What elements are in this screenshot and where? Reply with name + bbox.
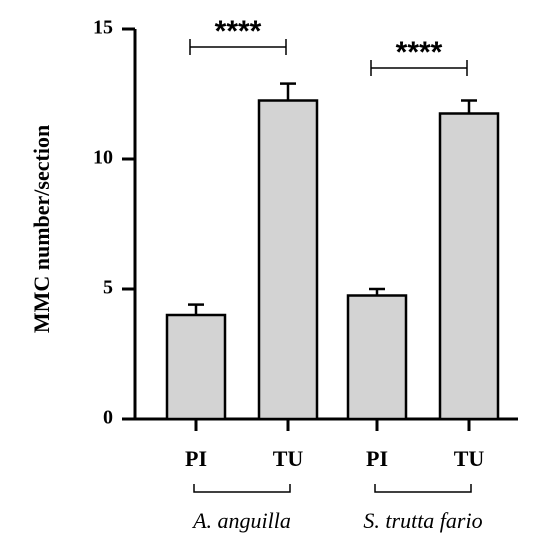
significance-bracket (370, 60, 468, 76)
group-label: A. anguilla (191, 508, 291, 533)
significance-brackets: **** **** (189, 15, 468, 76)
x-category-label: TU (273, 446, 304, 471)
bar (165, 313, 227, 421)
x-category-label: PI (366, 446, 388, 471)
y-tick-label: 5 (103, 277, 113, 299)
y-tick-label: 0 (103, 407, 113, 429)
significance-bracket (189, 39, 287, 55)
group-bracket (193, 484, 291, 493)
bar (346, 294, 408, 421)
x-category-label: TU (454, 446, 485, 471)
group-label: S. trutta fario (363, 508, 482, 533)
y-tick-label: 15 (93, 17, 113, 39)
group-bracket (374, 484, 472, 493)
x-category-label: PI (185, 446, 207, 471)
category-labels: PI TU PI TU A. anguilla S. trutta fario (185, 446, 484, 533)
y-tick-label: 10 (93, 147, 113, 169)
bars (165, 82, 500, 421)
significance-label: **** (215, 15, 262, 48)
bar (438, 112, 500, 421)
significance-label: **** (396, 36, 443, 69)
y-axis-label: MMC number/section (29, 125, 54, 333)
bar (257, 99, 319, 421)
